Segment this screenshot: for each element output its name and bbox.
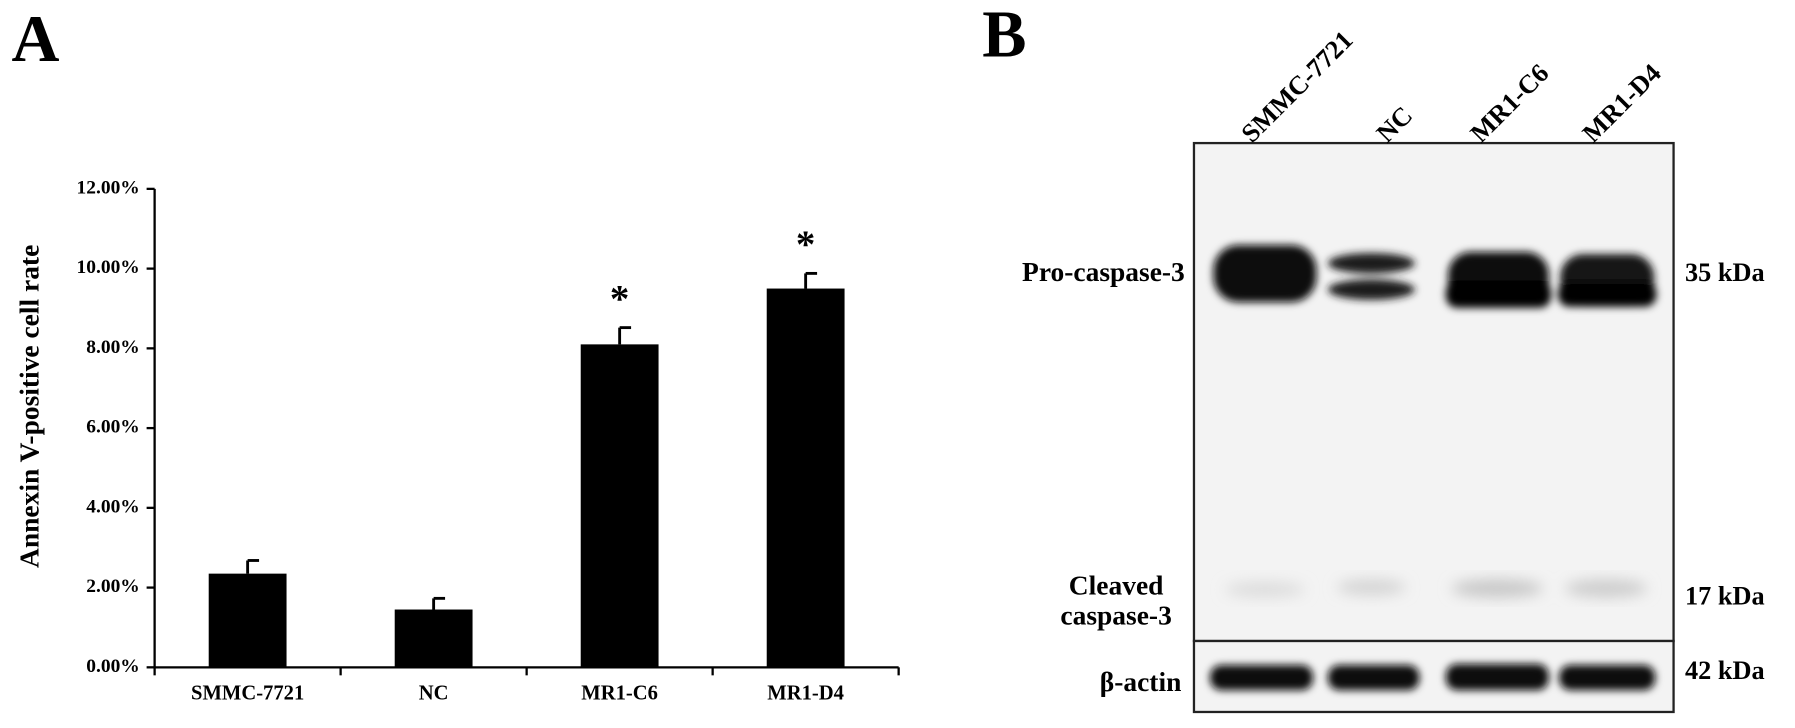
- actin-bands: [1209, 663, 1656, 691]
- x-tick-label: MR1-D4: [767, 683, 844, 705]
- y-axis-label: Annexin V-positive cell rate: [14, 245, 44, 568]
- band: [1327, 279, 1415, 300]
- size-label: 42 kDa: [1685, 656, 1765, 685]
- bar: [208, 573, 287, 668]
- band: [1327, 665, 1420, 691]
- row-label: Pro-caspase-3: [1022, 257, 1185, 287]
- size-label: 35 kDa: [1685, 258, 1765, 287]
- x-tick-label: SMMC-7721: [191, 683, 304, 705]
- bar: [394, 609, 473, 668]
- cleaved-bands: [1224, 579, 1648, 598]
- y-tick-label: 4.00%: [86, 496, 139, 517]
- bar: [766, 288, 845, 668]
- y-tick-label: 8.00%: [86, 337, 139, 358]
- size-label: 17 kDa: [1685, 582, 1765, 611]
- pro-caspase-bands: [1213, 244, 1657, 308]
- x-tick-label: NC: [419, 683, 449, 705]
- x-tick-label: MR1-C6: [581, 683, 658, 705]
- row-label: caspase-3: [1060, 600, 1171, 630]
- lane-label: NC: [1371, 101, 1418, 148]
- blot-membrane: [1192, 141, 1675, 643]
- band: [1557, 281, 1657, 307]
- y-tick-label: 2.00%: [86, 576, 139, 597]
- row-label: Cleaved: [1069, 571, 1164, 601]
- lane-label: MR1-C6: [1465, 58, 1555, 148]
- y-tick-label: 12.00%: [77, 177, 140, 198]
- western-blot: B SMMC-7721 NC MR1-C6 MR1-D4 Pro-ca: [982, 0, 1765, 714]
- significance-marker: *: [610, 277, 629, 320]
- band: [1209, 665, 1314, 691]
- lane-label: SMMC-7721: [1236, 25, 1359, 148]
- band: [1451, 579, 1544, 598]
- band: [1337, 579, 1406, 596]
- bar: [580, 344, 659, 668]
- lane-label: MR1-D4: [1577, 58, 1667, 148]
- band: [1213, 244, 1317, 303]
- band: [1564, 579, 1648, 598]
- panel-label: B: [982, 0, 1026, 71]
- bar-chart: A Annexin V-positive cell rate 0.00% 2.00…: [12, 3, 900, 705]
- band: [1559, 665, 1656, 691]
- band: [1224, 581, 1305, 598]
- row-label: β-actin: [1100, 667, 1182, 697]
- y-tick-label: 6.00%: [86, 417, 139, 438]
- y-tick-label: 10.00%: [77, 257, 140, 278]
- panel-label: A: [12, 3, 60, 76]
- band: [1445, 280, 1552, 308]
- significance-marker: *: [796, 223, 815, 266]
- band: [1445, 663, 1549, 691]
- y-tick-label: 0.00%: [86, 656, 139, 677]
- band: [1327, 252, 1415, 274]
